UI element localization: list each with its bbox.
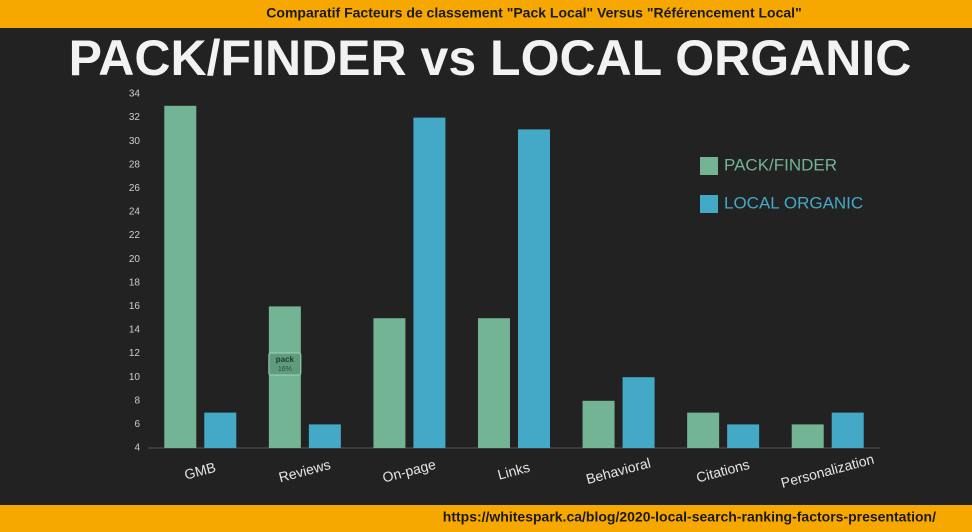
y-tick-label: 16: [129, 301, 141, 312]
y-tick-label: 10: [129, 372, 141, 383]
tooltip-box: [268, 352, 302, 376]
bar: [727, 424, 760, 448]
bar: [413, 117, 446, 448]
y-tick-label: 20: [129, 254, 141, 265]
tooltip-title: pack: [276, 355, 295, 364]
y-tick-label: 26: [129, 183, 141, 194]
legend-swatch: [700, 157, 718, 175]
bar: [373, 318, 406, 448]
y-tick-label: 34: [129, 89, 141, 100]
bar: [582, 400, 615, 448]
y-tick-label: 4: [134, 443, 140, 454]
bar: [164, 105, 197, 449]
bar: [687, 412, 720, 448]
bar: [478, 318, 510, 448]
bar: [204, 412, 237, 448]
footer-bar: [0, 505, 972, 532]
y-tick-label: 30: [129, 136, 141, 147]
bar: [268, 306, 301, 448]
bar: [831, 412, 864, 448]
x-tick-label: GMB: [182, 459, 217, 483]
y-tick-label: 22: [129, 230, 141, 241]
chart-title: PACK/FINDER vs LOCAL ORGANIC: [69, 30, 912, 86]
tooltip: pack 16%: [268, 352, 302, 376]
y-tick-label: 12: [129, 348, 141, 359]
tooltip-text: 16%: [278, 366, 292, 373]
legend-label: PACK/FINDER: [724, 155, 837, 174]
y-tick-label: 18: [129, 277, 141, 288]
legend-swatch: [700, 195, 718, 213]
bar: [791, 424, 824, 448]
bar: [518, 129, 550, 448]
header-text: Comparatif Facteurs de classement "Pack …: [266, 5, 801, 21]
y-tick-label: 8: [134, 395, 140, 406]
y-tick-label: 14: [129, 325, 141, 336]
bar: [622, 377, 655, 448]
bar: [308, 424, 341, 448]
y-tick-label: 6: [134, 419, 140, 430]
y-tick-label: 24: [129, 207, 141, 218]
legend-label: LOCAL ORGANIC: [724, 193, 863, 212]
y-tick-label: 28: [129, 159, 141, 170]
footer-text: https://whitespark.ca/blog/2020-local-se…: [443, 509, 936, 525]
header-bar: [0, 0, 972, 28]
y-tick-label: 32: [129, 112, 141, 123]
